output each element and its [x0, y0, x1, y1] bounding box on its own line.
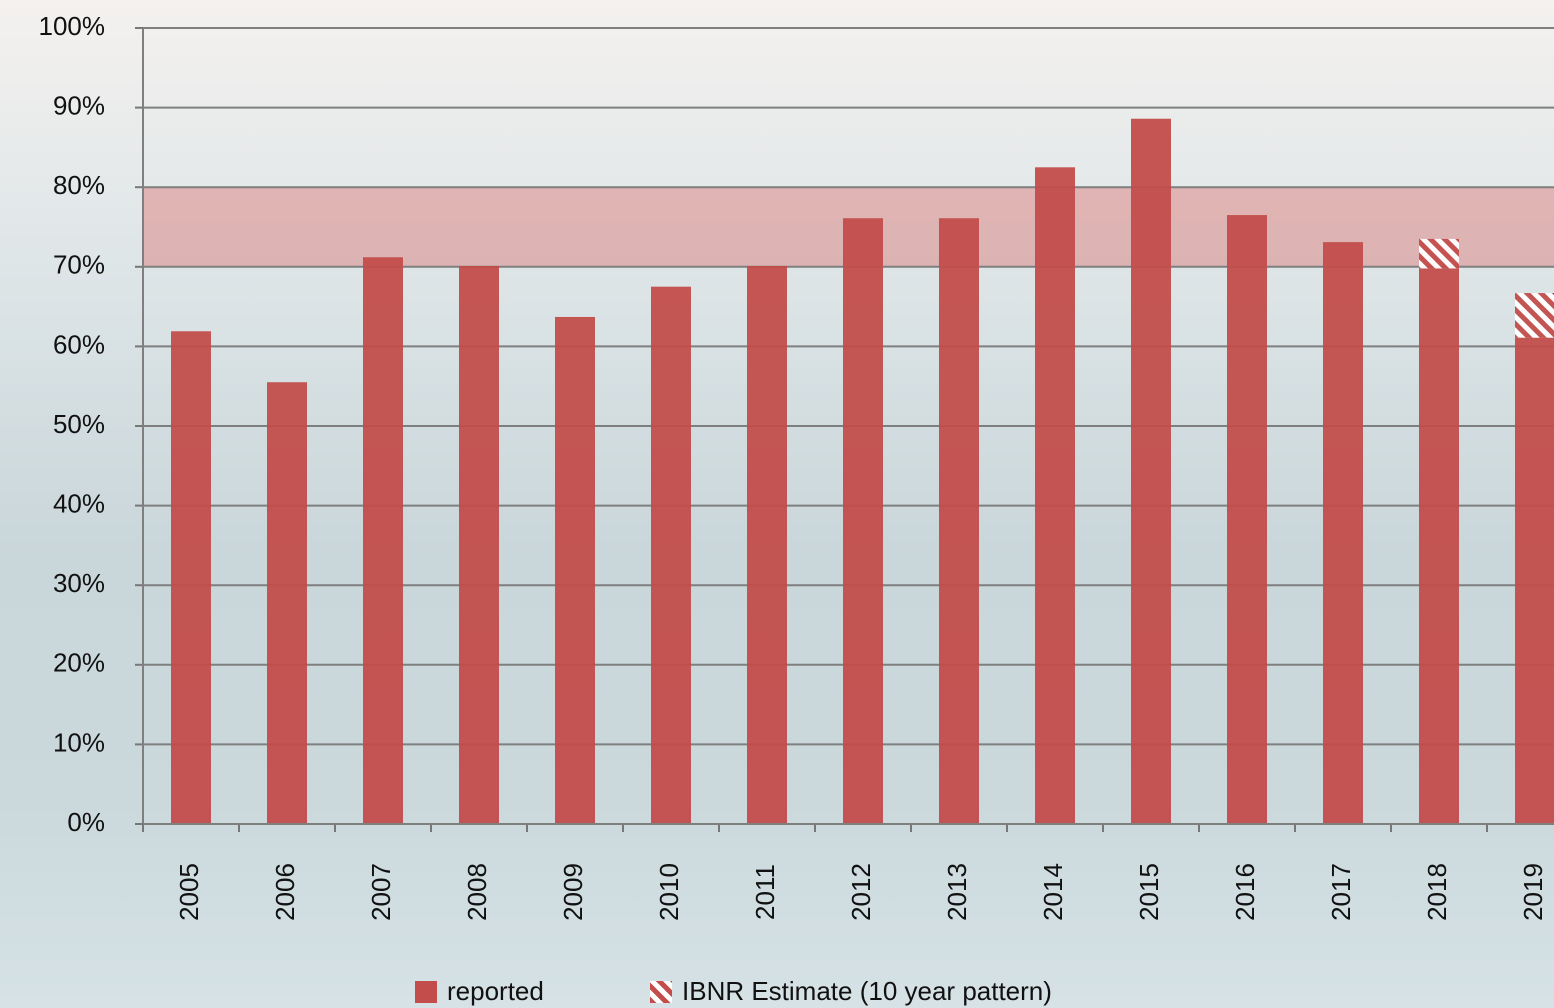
x-tick-label: 2016 — [1230, 863, 1260, 921]
y-tick-label: 70% — [53, 250, 105, 280]
y-tick-label: 20% — [53, 648, 105, 678]
bar — [651, 287, 691, 824]
bar — [1227, 215, 1267, 824]
bar — [843, 218, 883, 824]
y-tick-label: 30% — [53, 568, 105, 598]
bar — [1323, 242, 1363, 824]
x-tick-label: 2008 — [462, 863, 492, 921]
x-tick-label: 2005 — [174, 863, 204, 921]
legend-label: reported — [447, 976, 544, 1006]
bar — [555, 317, 595, 824]
x-tick-label: 2015 — [1134, 863, 1164, 921]
bar — [939, 218, 979, 824]
legend: reported IBNR Estimate (10 year pattern) — [415, 976, 1052, 1006]
page: {"chart_data": { "type": "stacked_bar", … — [0, 0, 1554, 1008]
bar — [171, 331, 211, 824]
x-tick-label: 2013 — [942, 863, 972, 921]
bar — [363, 257, 403, 824]
y-tick-label: 10% — [53, 727, 105, 757]
y-tick-label: 80% — [53, 170, 105, 200]
legend-label: IBNR Estimate (10 year pattern) — [682, 976, 1052, 1006]
legend-swatch — [415, 981, 437, 1003]
bar — [459, 266, 499, 824]
bar — [1035, 167, 1075, 824]
x-tick-label: 2017 — [1326, 863, 1356, 921]
y-tick-label: 100% — [39, 11, 106, 41]
bar — [1131, 119, 1171, 824]
bar — [1515, 293, 1554, 338]
y-tick-label: 90% — [53, 90, 105, 120]
x-tick-label: 2009 — [558, 863, 588, 921]
bar — [1419, 268, 1459, 824]
y-tick-label: 0% — [67, 807, 105, 837]
x-tick-label: 2012 — [846, 863, 876, 921]
x-tick-label: 2014 — [1038, 863, 1068, 921]
y-tick-label: 50% — [53, 409, 105, 439]
x-tick-label: 2006 — [270, 863, 300, 921]
chart: 0% 10% 20% 30% 40% 50% 60% 70% 80% 90% 100% 2005 200… — [0, 0, 1554, 1008]
bar — [747, 266, 787, 824]
x-tick-label: 2011 — [750, 864, 780, 920]
y-tick-label: 60% — [53, 329, 105, 359]
bar — [1515, 338, 1554, 824]
bar — [267, 382, 307, 824]
bar — [1419, 239, 1459, 268]
x-tick-label: 2018 — [1422, 863, 1452, 921]
x-tick-label: 2019 — [1518, 863, 1548, 921]
y-tick-label: 40% — [53, 488, 105, 518]
x-tick-label: 2007 — [366, 863, 396, 921]
legend-swatch — [650, 981, 672, 1003]
x-tick-label: 2010 — [654, 863, 684, 921]
